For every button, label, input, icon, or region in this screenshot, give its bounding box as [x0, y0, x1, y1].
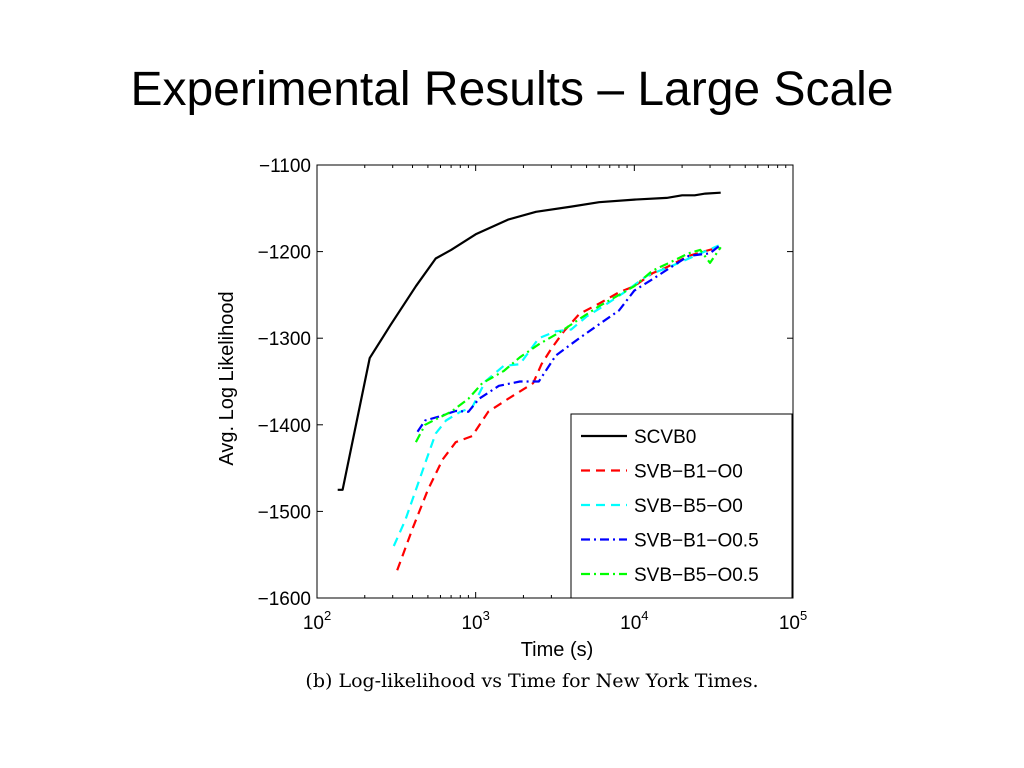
x-tick-label: 102 — [303, 608, 331, 634]
legend-entry-label: SVB−B5−O0 — [634, 496, 743, 517]
slide-title: Experimental Results – Large Scale — [130, 63, 894, 116]
y-tick-label: −1600 — [258, 589, 311, 610]
series-line-5 — [414, 246, 722, 443]
y-tick-label: −1100 — [259, 156, 311, 177]
y-tick-label: −1400 — [258, 416, 311, 437]
x-tick-label: 103 — [461, 608, 489, 634]
plot-frame — [316, 164, 794, 599]
y-tick-label: −1300 — [258, 329, 311, 350]
legend-box — [570, 413, 793, 599]
x-tick-label: 105 — [779, 608, 807, 634]
series-line-4 — [416, 243, 722, 433]
y-tick-label: −1500 — [258, 502, 311, 523]
x-tick-label: 104 — [620, 608, 648, 634]
legend-entry-label: SVB−B1−O0 — [634, 462, 743, 483]
legend-entry-label: SVB−B1−O0.5 — [634, 531, 759, 552]
y-tick-label: −1200 — [258, 243, 311, 264]
figure-caption: (b) Log-likelihood vs Time for New York … — [305, 670, 759, 692]
x-axis-label: Time (s) — [521, 639, 594, 661]
series-line-1 — [337, 191, 721, 491]
y-axis-label: Avg. Log Likelihood — [216, 291, 238, 465]
legend-entry-label: SVB−B5−O0.5 — [634, 565, 759, 586]
series-layer — [337, 191, 722, 571]
legend-entry-label: SCVB0 — [634, 427, 696, 448]
legend: SCVB0 SVB−B1−O0 SVB−B5−O0 SVB−B1−O0.5 SVB−B5… — [570, 413, 793, 599]
